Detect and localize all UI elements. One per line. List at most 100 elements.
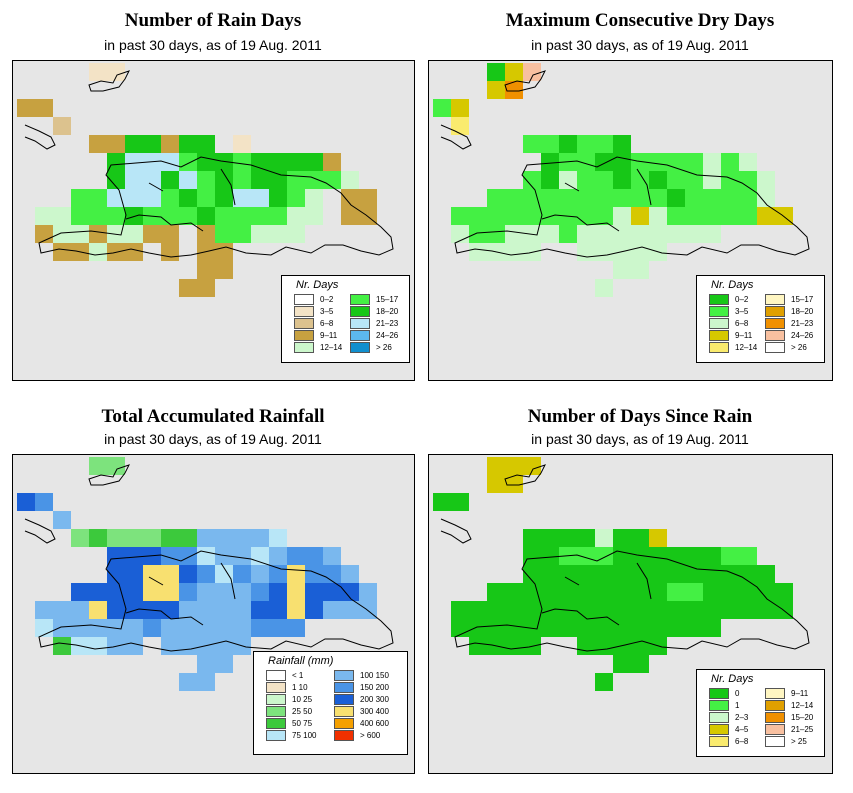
map-cell [649, 547, 667, 565]
map-cell [721, 171, 739, 189]
map-cell [487, 583, 505, 601]
legend-swatch [765, 306, 785, 317]
map-cell [89, 583, 107, 601]
map-cell [505, 207, 523, 225]
map-cell [577, 207, 595, 225]
map-cell [523, 601, 541, 619]
legend-swatch [266, 694, 286, 705]
map-cell [595, 673, 613, 691]
map-cell [53, 207, 71, 225]
map-cell [577, 243, 595, 261]
legend-item: 50 75 [266, 718, 334, 730]
map-cell [125, 243, 143, 261]
map-cell [341, 171, 359, 189]
map-cell [179, 529, 197, 547]
map-cell [89, 637, 107, 655]
map-cell [251, 225, 269, 243]
map-cell [161, 529, 179, 547]
map-cell [197, 583, 215, 601]
map-cell [89, 207, 107, 225]
panel-title: Total Accumulated Rainfall [101, 406, 325, 427]
legend-label: 400 600 [360, 719, 389, 728]
map-cell [613, 207, 631, 225]
map-cell [125, 189, 143, 207]
legend-swatch [266, 730, 286, 741]
map-cell [469, 225, 487, 243]
map-cell [71, 225, 89, 243]
map-cell [215, 637, 233, 655]
map-cell [269, 225, 287, 243]
map-cell [233, 583, 251, 601]
map-cell [613, 619, 631, 637]
legend-item: 100 150 [334, 670, 402, 682]
legend-title: Rainfall (mm) [268, 655, 334, 667]
legend-item: < 1 [266, 670, 334, 682]
map-cell [451, 117, 469, 135]
map-cell [613, 601, 631, 619]
map-cell [649, 601, 667, 619]
border-line [125, 168, 236, 232]
map-cell [161, 547, 179, 565]
map-cell [197, 225, 215, 243]
legend-item: 3–5 [294, 306, 350, 318]
map-cell [269, 601, 287, 619]
map-cell [179, 153, 197, 171]
legend-label: 0 [735, 689, 740, 698]
map-cell [523, 207, 541, 225]
map-cell [161, 189, 179, 207]
map-cell [125, 529, 143, 547]
map-cell [649, 153, 667, 171]
map-cell [215, 261, 233, 279]
map-cell [233, 565, 251, 583]
legend-label: 3–5 [320, 307, 334, 316]
map-cell [451, 493, 469, 511]
map-cell [125, 207, 143, 225]
legend-item: 12–14 [765, 700, 821, 712]
map-cell [125, 547, 143, 565]
map-grid [17, 63, 394, 297]
map-cell [487, 601, 505, 619]
map-cell [359, 189, 377, 207]
panel-dry-days: Maximum Consecutive Dry Days in past 30 … [427, 0, 853, 396]
legend-swatch [294, 306, 314, 317]
map-cell [631, 619, 649, 637]
legend-label: 6–8 [735, 737, 749, 746]
legend-swatch [709, 330, 729, 341]
map-cell [451, 207, 469, 225]
map-cell [757, 189, 775, 207]
map-cell [505, 601, 523, 619]
map-cell [595, 529, 613, 547]
map-cell [703, 601, 721, 619]
legend-swatch [266, 670, 286, 681]
legend-label: 4–5 [735, 725, 749, 734]
map-cell [197, 135, 215, 153]
legend-swatch [334, 730, 354, 741]
map-cell [667, 171, 685, 189]
map-accumulated-rainfall: Rainfall (mm) < 1 1 10 10 25 25 50 50 75 75 10… [12, 454, 415, 774]
map-cell [523, 583, 541, 601]
legend-item: 300 400 [334, 706, 402, 718]
map-cell [215, 583, 233, 601]
legend-swatch [709, 736, 729, 747]
map-cell [559, 565, 577, 583]
map-cell [721, 565, 739, 583]
legend-swatch [334, 670, 354, 681]
island-outline [38, 550, 394, 652]
legend-swatch [294, 318, 314, 329]
map-cell [179, 207, 197, 225]
map-cell [233, 529, 251, 547]
map-cell [505, 619, 523, 637]
legend-label: 10 25 [292, 695, 313, 704]
map-cell [125, 153, 143, 171]
map-cell [757, 583, 775, 601]
map-cell [125, 637, 143, 655]
legend-item: 21–25 [765, 724, 821, 736]
map-cell [287, 225, 305, 243]
legend-swatch [709, 700, 729, 711]
map-cell [197, 547, 215, 565]
map-cell [613, 583, 631, 601]
map-cell [595, 619, 613, 637]
panel-title: Maximum Consecutive Dry Days [505, 10, 775, 31]
map-cell [523, 457, 541, 475]
legend-item: > 600 [334, 730, 402, 742]
